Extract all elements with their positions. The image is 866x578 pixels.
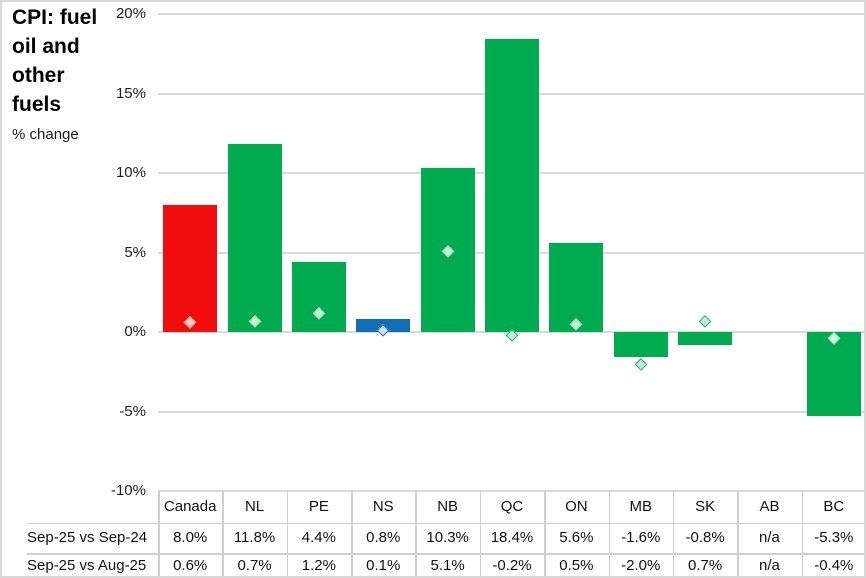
table-cell: 8.0%	[173, 528, 208, 546]
table-cell: -0.2%	[492, 557, 532, 574]
gridline--10	[158, 490, 864, 492]
table-row-label: Sep-25 vs Sep-24	[27, 528, 148, 546]
table-cell: 4.4%	[301, 528, 336, 546]
table-header-nl: NL	[244, 498, 265, 515]
table-cell: -0.8%	[685, 528, 725, 546]
table-column-divider	[608, 491, 611, 576]
table-column-divider	[737, 491, 739, 576]
table-cell: n/a	[759, 528, 780, 546]
table-cell: 18.4%	[490, 528, 534, 546]
y-axis-tick-label: -5%	[119, 402, 146, 420]
table-row-divider	[27, 553, 864, 555]
table-header-mb: MB	[629, 498, 652, 515]
chart-title: CPI: fuel oil and other fuels	[12, 6, 98, 116]
table-column-divider	[801, 491, 804, 576]
gridline-20	[158, 13, 864, 15]
marker-mb	[634, 357, 647, 370]
table-cell: 10.3%	[426, 528, 469, 546]
table-cell: -1.6%	[621, 528, 661, 546]
table-column-divider	[158, 491, 160, 576]
table-cell: -5.3%	[814, 528, 854, 546]
table-cell: -0.4%	[814, 557, 854, 574]
bar-canada	[163, 204, 218, 332]
table-header-nb: NB	[437, 498, 459, 515]
table-column-divider	[415, 491, 417, 576]
table-header-sk: SK	[695, 498, 716, 515]
table-column-divider	[351, 491, 353, 576]
table-cell: 0.7%	[237, 557, 272, 574]
table-header-ab: AB	[759, 498, 780, 515]
y-axis-tick-label: 0%	[124, 323, 146, 340]
y-axis-tick-label: 5%	[124, 243, 146, 261]
table-column-divider	[479, 491, 482, 576]
table-cell: 0.5%	[559, 557, 594, 574]
marker-sk	[699, 314, 712, 327]
table-header-pe: PE	[308, 498, 329, 515]
table-column-divider	[672, 491, 675, 576]
gridline--5	[158, 410, 864, 413]
y-axis-tick-label: -10%	[110, 482, 146, 499]
table-column-divider	[286, 491, 289, 576]
chart-subtitle: % change	[12, 126, 79, 143]
table-cell: 0.8%	[366, 528, 401, 546]
y-axis-tick-label: 10%	[115, 164, 146, 181]
table-cell: 11.8%	[233, 528, 276, 546]
table-cell: 0.1%	[366, 557, 401, 574]
bar-sk	[678, 332, 733, 345]
table-row-label: Sep-25 vs Aug-25	[27, 557, 147, 574]
table-header-ns: NS	[372, 498, 394, 515]
bar-nl	[227, 144, 282, 332]
bar-pe	[291, 262, 346, 332]
table-cell: 0.6%	[173, 557, 208, 574]
bar-bc	[806, 332, 861, 417]
bar-qc	[485, 39, 539, 332]
table-header-qc: QC	[500, 498, 524, 515]
table-row-divider	[27, 522, 864, 524]
bar-mb	[613, 332, 668, 358]
table-cell: n/a	[759, 557, 780, 574]
table-cell: -2.0%	[621, 557, 661, 574]
table-header-canada: Canada	[163, 498, 217, 515]
y-axis-tick-label: 15%	[115, 84, 146, 102]
table-cell: 0.7%	[687, 557, 723, 574]
table-cell: 5.1%	[430, 557, 465, 574]
table-header-bc: BC	[823, 498, 845, 515]
bar-on	[549, 242, 604, 332]
y-axis-tick-label: 20%	[115, 5, 146, 22]
table-header-on: ON	[565, 498, 588, 515]
table-cell: 5.6%	[559, 528, 594, 546]
table-column-divider	[544, 491, 546, 576]
table-cell: 1.2%	[301, 557, 336, 574]
table-column-divider	[222, 491, 224, 576]
